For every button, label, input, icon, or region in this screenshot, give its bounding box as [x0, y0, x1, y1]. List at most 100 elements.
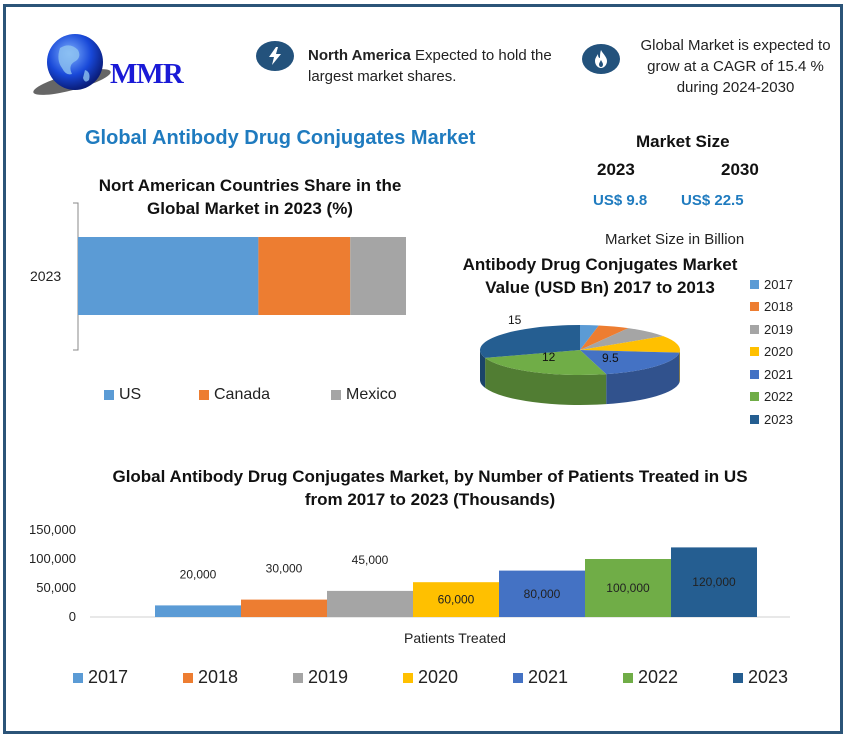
info-north-america: North America Expected to hold the large…	[308, 45, 568, 87]
pie-slice-2021	[580, 350, 680, 375]
share-category-label: 2023	[30, 268, 61, 284]
patients-bar-2023	[671, 547, 757, 617]
patients-data-label-2022: 100,000	[606, 581, 650, 595]
pie-legend-label: 2019	[764, 321, 793, 337]
pie-legend-item-2018: 2018	[750, 296, 793, 319]
patients-data-label-2023: 120,000	[692, 575, 736, 589]
legend-label-us: US	[119, 386, 142, 403]
market-size-value-2023: US$ 9.8	[593, 192, 648, 209]
pie-legend-label: 2018	[764, 299, 793, 315]
pie-slice-2017	[580, 325, 599, 350]
patients-legend-swatch	[293, 672, 303, 683]
share-bar-mexico	[350, 237, 406, 315]
patients-legend-label: 2022	[638, 667, 679, 687]
legend-swatch-mexico	[331, 390, 341, 400]
pie-slice-2018	[580, 325, 629, 350]
pie-slice-2019	[580, 328, 664, 350]
pie-legend: 2017 2018 2019 2020 2021 2022 2023	[750, 273, 793, 431]
flame-icon	[582, 44, 620, 74]
patients-bar-2019	[327, 590, 413, 617]
share-axis	[73, 202, 79, 351]
patients-legend-label: 2019	[308, 667, 349, 687]
patients-legend-swatch	[183, 672, 193, 683]
mmr-logo: MMR	[30, 30, 200, 100]
info-text: Expected to hold the largest market shar…	[308, 47, 552, 85]
legend-swatch-us	[104, 390, 114, 400]
pie-slice-2020	[580, 336, 680, 353]
patients-legend-label: 2023	[748, 667, 789, 687]
pie-side-2022	[485, 357, 607, 405]
patients-legend: 2017 2018 2019 2020 2021 2022 2023	[65, 667, 825, 691]
patients-bar-2020	[413, 582, 499, 617]
patients-legend-swatch	[403, 672, 413, 683]
patients-legend-swatch	[623, 672, 633, 683]
pie-chart: 9.5 12 15	[480, 313, 680, 405]
patients-data-label-2020: 60,000	[438, 593, 475, 607]
pie-slice-2023	[480, 325, 580, 358]
patients-legend-item-2023: 2023	[733, 667, 788, 688]
pie-slice-2022	[485, 350, 607, 375]
patients-legend-item-2021: 2021	[513, 667, 568, 688]
pie-legend-item-2021: 2021	[750, 363, 793, 386]
pie-data-label-2022: 12	[542, 350, 556, 364]
patients-legend-item-2020: 2020	[403, 667, 458, 688]
pie-legend-label: 2017	[764, 276, 793, 292]
legend-label-canada: Canada	[214, 386, 271, 403]
patients-data-label-2021: 80,000	[524, 587, 561, 601]
legend-us: US	[104, 386, 141, 404]
y-tick-label: 150,000	[29, 522, 76, 537]
legend-label-mexico: Mexico	[346, 386, 397, 403]
patients-data-label-2019: 45,000	[352, 553, 389, 567]
patients-legend-item-2017: 2017	[73, 667, 128, 688]
patients-legend-label: 2021	[528, 667, 569, 687]
logo-text: MMR	[110, 58, 184, 90]
market-size-note: Market Size in Billion	[605, 231, 745, 248]
patients-bar-2017	[155, 605, 241, 617]
infographic-frame	[3, 4, 843, 734]
legend-mexico: Mexico	[331, 386, 397, 404]
patients-bar-2018	[241, 599, 327, 617]
pie-legend-item-2017: 2017	[750, 273, 793, 296]
pie-side-2020	[679, 350, 680, 383]
lightning-icon	[256, 41, 294, 71]
patients-chart-title: Global Antibody Drug Conjugates Market, …	[112, 467, 748, 509]
patients-chart: 0 50,000 100,000 150,000 20,000 30,000 45,000 6…	[29, 522, 790, 646]
pie-legend-swatch	[750, 347, 759, 357]
patients-legend-label: 2017	[88, 667, 129, 687]
info-cagr: Global Market is expected to grow at a C…	[640, 37, 831, 96]
patients-legend-item-2019: 2019	[293, 667, 348, 688]
pie-legend-item-2022: 2022	[750, 386, 793, 409]
pie-legend-swatch	[750, 302, 759, 312]
pie-legend-swatch	[750, 369, 759, 379]
pie-legend-label: 2023	[764, 411, 793, 427]
pie-legend-swatch	[750, 279, 759, 289]
x-axis-label: Patients Treated	[404, 630, 506, 646]
pie-legend-item-2023: 2023	[750, 408, 793, 431]
pie-side-2023	[480, 350, 486, 388]
share-chart-title: Nort American Countries Share in the Glo…	[98, 176, 402, 218]
patients-legend-label: 2020	[418, 667, 459, 687]
pie-legend-item-2020: 2020	[750, 341, 793, 364]
patients-bar-2021	[499, 570, 585, 617]
patients-data-label-2017: 20,000	[180, 567, 217, 581]
share-bar-us	[78, 237, 259, 315]
share-chart: 2023	[30, 202, 406, 351]
y-tick-label: 0	[69, 609, 76, 624]
info-bold: North America	[308, 47, 411, 64]
pie-legend-label: 2022	[764, 389, 793, 405]
y-tick-label: 100,000	[29, 551, 76, 566]
pie-legend-swatch	[750, 392, 759, 402]
pie-legend-label: 2020	[764, 344, 793, 360]
patients-data-label-2018: 30,000	[266, 562, 303, 576]
patients-legend-swatch	[73, 672, 83, 683]
pie-side-2021	[606, 352, 680, 405]
patients-legend-label: 2018	[198, 667, 239, 687]
patients-legend-swatch	[733, 672, 743, 683]
legend-canada: Canada	[199, 386, 270, 404]
pie-legend-label: 2021	[764, 366, 793, 382]
patients-bar-2022	[585, 559, 671, 617]
globe-icon	[33, 34, 111, 95]
main-title: Global Antibody Drug Conjugates Market	[85, 127, 476, 149]
pie-legend-item-2019: 2019	[750, 318, 793, 341]
pie-legend-swatch	[750, 324, 759, 334]
